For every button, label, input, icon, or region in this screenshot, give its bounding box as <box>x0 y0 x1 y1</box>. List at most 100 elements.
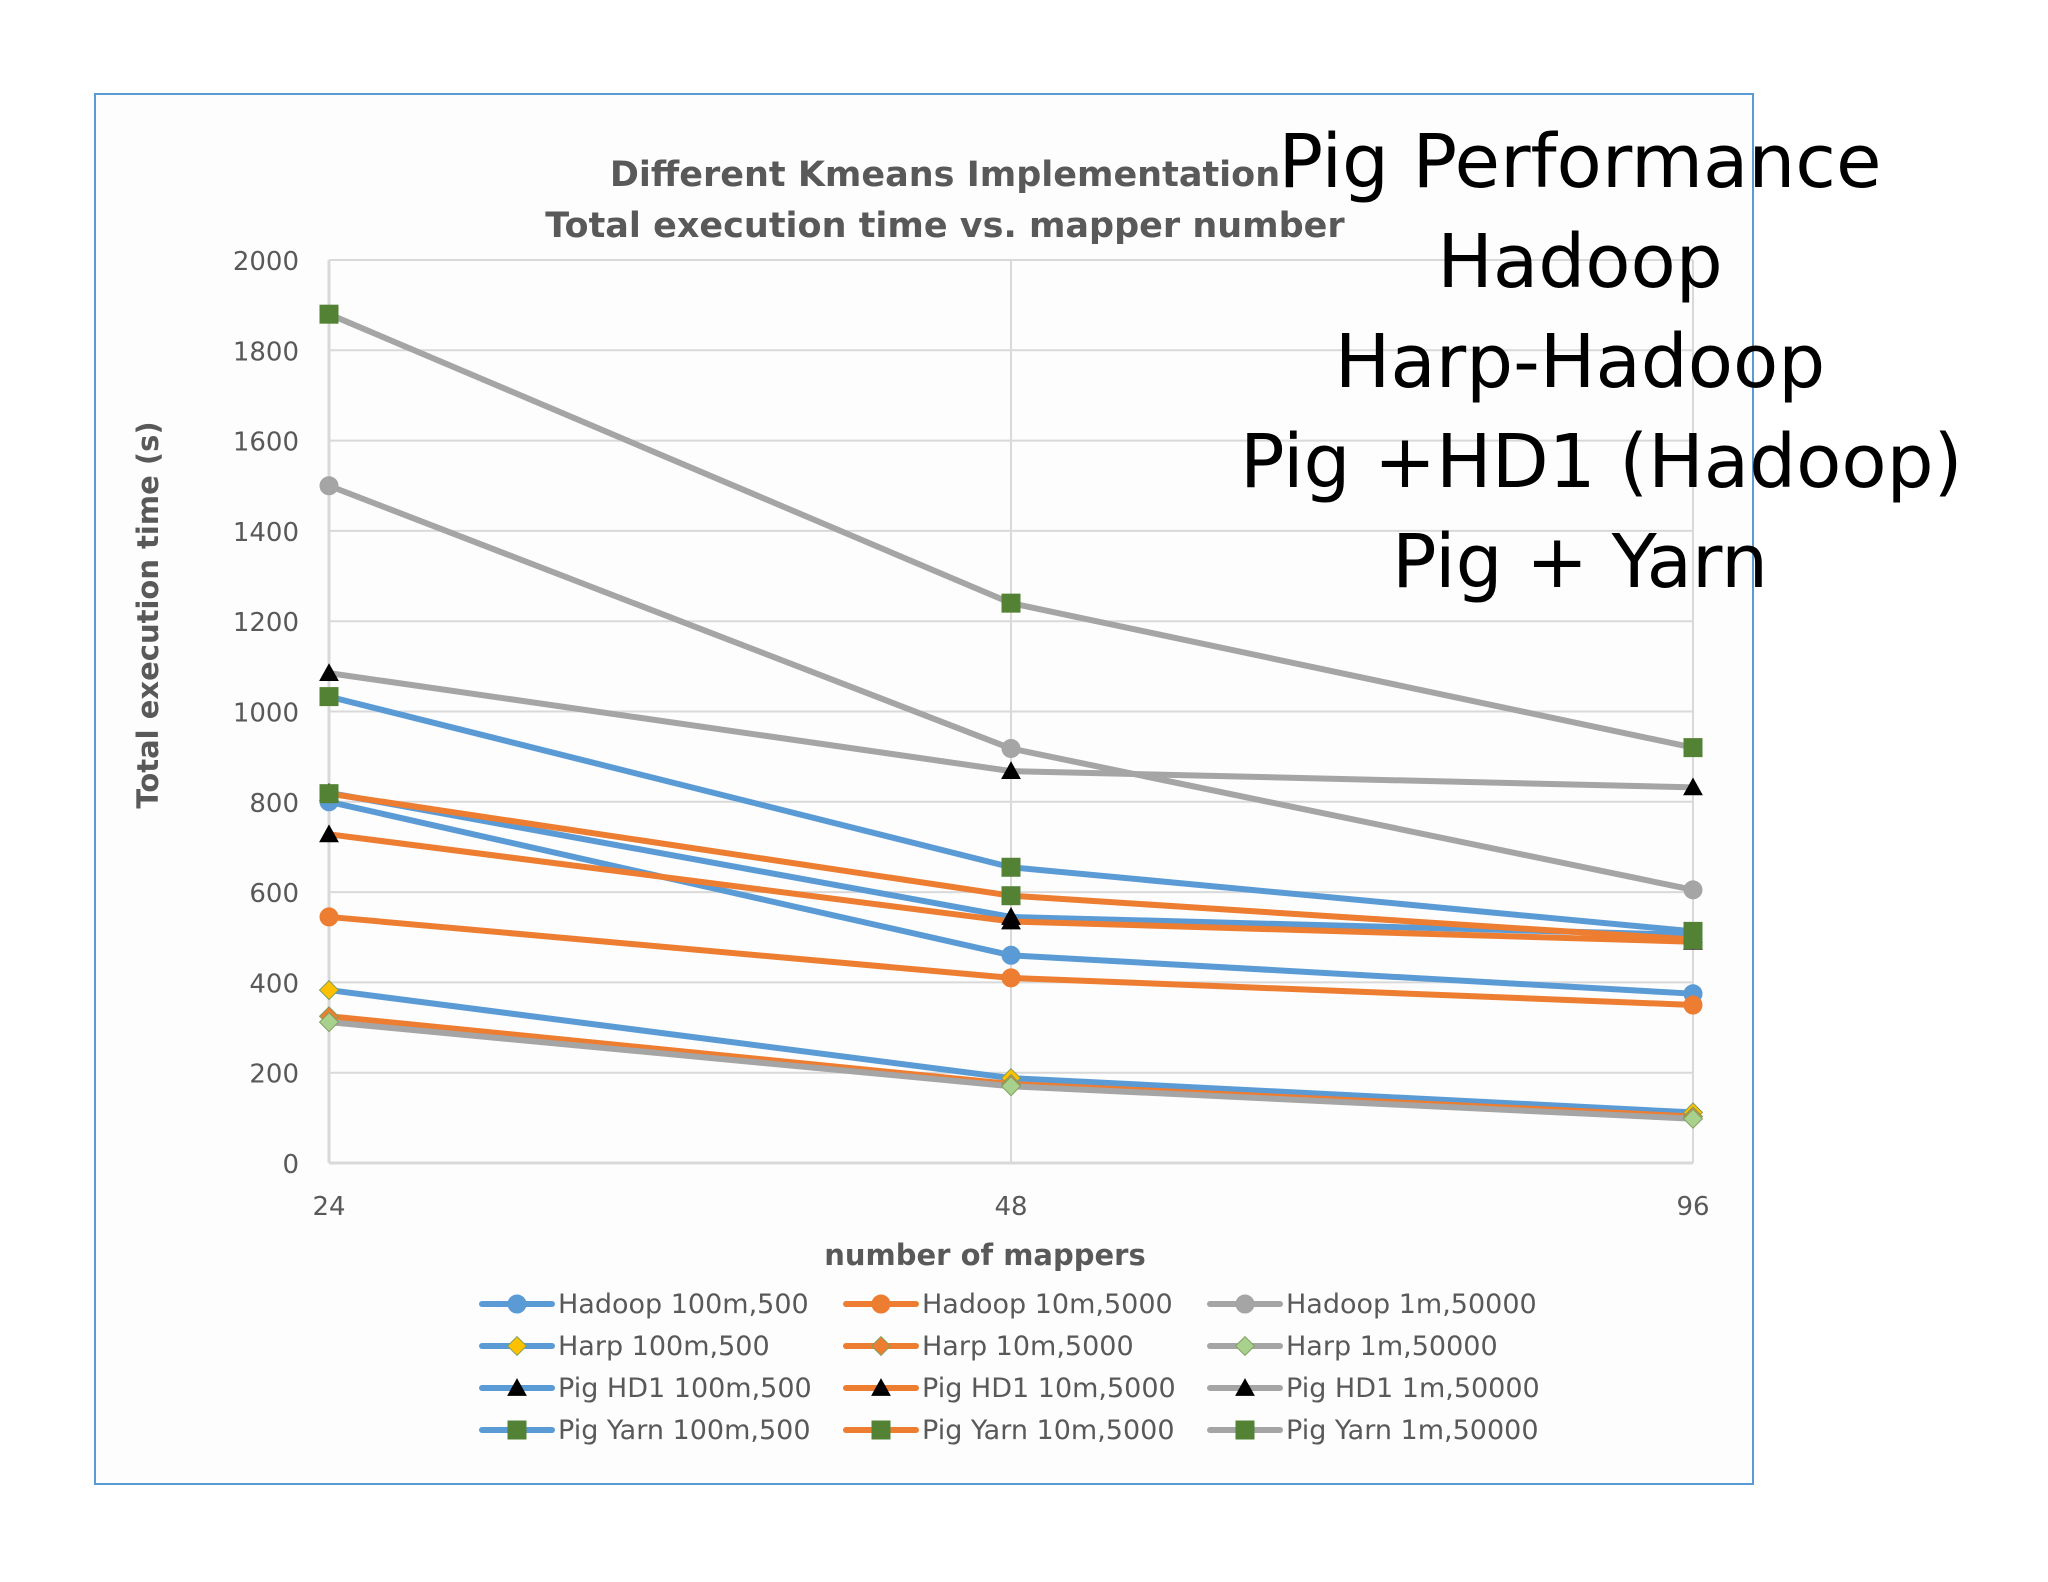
data-point <box>319 784 339 804</box>
data-point <box>1683 930 1703 950</box>
data-point <box>871 1378 891 1396</box>
x-axis-label: number of mappers <box>824 1238 1146 1272</box>
legend-label: Pig HD1 100m,500 <box>558 1372 812 1404</box>
legend-item: Pig HD1 100m,500 <box>478 1367 812 1409</box>
legend-item: Harp 1m,50000 <box>1206 1325 1498 1367</box>
legend-swatch <box>843 1294 919 1314</box>
legend-label: Pig HD1 1m,50000 <box>1286 1372 1540 1404</box>
legend-label: Harp 10m,5000 <box>922 1330 1134 1362</box>
data-point <box>871 1420 891 1440</box>
slide-title-line: Pig +HD1 (Hadoop) <box>1240 419 1963 505</box>
data-point <box>507 1294 527 1314</box>
y-tick-label: 400 <box>249 969 299 999</box>
data-point <box>871 1294 891 1314</box>
chart-frame <box>94 93 1754 1485</box>
legend-swatch <box>843 1335 919 1357</box>
legend-item: Pig HD1 1m,50000 <box>1206 1367 1540 1409</box>
data-point <box>507 1420 527 1440</box>
legend-label: Hadoop 100m,500 <box>558 1288 809 1320</box>
data-point <box>1235 1378 1255 1396</box>
data-point <box>319 687 339 707</box>
slide-title-line: Harp-Hadoop <box>1334 319 1826 405</box>
legend-label: Harp 100m,500 <box>558 1330 770 1362</box>
y-tick-label: 2000 <box>233 247 299 277</box>
y-axis-label: Total execution time (s) <box>131 421 165 808</box>
legend-swatch <box>479 1420 555 1440</box>
y-tick-label: 1600 <box>233 428 299 458</box>
legend-swatch <box>479 1378 555 1396</box>
legend-swatch <box>843 1420 919 1440</box>
legend-label: Pig Yarn 1m,50000 <box>1286 1414 1539 1446</box>
legend-item: Harp 100m,500 <box>478 1325 770 1367</box>
data-point <box>1235 1294 1255 1314</box>
axes: 0 200 400 600 800 1000 1200 1400 1600 1800 2000 24 4… <box>233 247 1710 1222</box>
slide-title-line: Pig + Yarn <box>1392 519 1768 605</box>
y-tick-label: 1400 <box>233 518 299 548</box>
data-point <box>1234 1335 1256 1357</box>
data-point <box>319 907 339 927</box>
chart-legend: Hadoop 100m,500 Hadoop 10m,5000 Hadoop 1m,… <box>478 1283 1628 1455</box>
data-point <box>319 824 339 843</box>
data-point <box>1000 1076 1022 1097</box>
y-tick-label: 1800 <box>233 337 299 367</box>
data-point <box>870 1335 892 1357</box>
legend-label: Pig Yarn 10m,5000 <box>922 1414 1175 1446</box>
data-point <box>506 1335 528 1357</box>
legend-item: Pig Yarn 1m,50000 <box>1206 1409 1539 1451</box>
series-markers <box>318 304 1704 1129</box>
data-point <box>1001 911 1021 930</box>
y-tick-label: 800 <box>249 789 299 819</box>
legend-label: Hadoop 1m,50000 <box>1286 1288 1537 1320</box>
y-tick-label: 200 <box>249 1060 299 1090</box>
legend-item: Harp 10m,5000 <box>842 1325 1134 1367</box>
data-point <box>507 1378 527 1396</box>
x-tick-label: 96 <box>1676 1192 1709 1222</box>
slide-title: Pig Performance Hadoop Harp-Hadoop Pig +… <box>1240 112 1963 612</box>
data-point <box>1001 968 1021 988</box>
legend-item: Hadoop 1m,50000 <box>1206 1283 1537 1325</box>
data-point <box>1682 1108 1704 1129</box>
data-point <box>319 304 339 324</box>
data-point <box>1001 857 1021 877</box>
legend-label: Pig HD1 10m,5000 <box>922 1372 1176 1404</box>
x-tick-label: 24 <box>312 1192 345 1222</box>
legend-label: Harp 1m,50000 <box>1286 1330 1498 1362</box>
legend-item: Hadoop 100m,500 <box>478 1283 809 1325</box>
legend-swatch <box>843 1378 919 1396</box>
legend-swatch <box>479 1294 555 1314</box>
legend-swatch <box>1207 1378 1283 1396</box>
chart-title: Different Kmeans Implementation <box>610 155 1280 195</box>
legend-swatch <box>1207 1335 1283 1357</box>
legend-swatch <box>479 1335 555 1357</box>
chart-subtitle: Total execution time vs. mapper number <box>545 206 1345 246</box>
data-point <box>319 476 339 496</box>
x-tick-label: 48 <box>994 1192 1027 1222</box>
y-tick-label: 1000 <box>233 699 299 729</box>
legend-swatch <box>1207 1294 1283 1314</box>
slide-title-line: Hadoop <box>1437 219 1723 305</box>
slide-title-line: Pig Performance <box>1278 119 1882 205</box>
data-point <box>1001 945 1021 965</box>
y-tick-label: 600 <box>249 879 299 909</box>
data-point <box>1001 886 1021 906</box>
legend-item: Pig Yarn 100m,500 <box>478 1409 811 1451</box>
data-point <box>1683 880 1703 900</box>
y-tick-label: 0 <box>282 1150 299 1180</box>
legend-label: Hadoop 10m,5000 <box>922 1288 1173 1320</box>
legend-swatch <box>1207 1420 1283 1440</box>
data-point <box>318 979 340 1001</box>
data-point <box>319 663 339 682</box>
gridlines <box>329 259 1694 1163</box>
data-point <box>1683 777 1703 796</box>
data-point <box>1683 995 1703 1015</box>
legend-item: Pig HD1 10m,5000 <box>842 1367 1176 1409</box>
legend-label: Pig Yarn 100m,500 <box>558 1414 811 1446</box>
legend-item: Pig Yarn 10m,5000 <box>842 1409 1175 1451</box>
y-tick-label: 1200 <box>233 608 299 638</box>
data-point <box>1001 761 1021 780</box>
data-point <box>1001 739 1021 759</box>
data-point <box>318 1011 340 1033</box>
data-point <box>1235 1420 1255 1440</box>
legend-item: Hadoop 10m,5000 <box>842 1283 1173 1325</box>
